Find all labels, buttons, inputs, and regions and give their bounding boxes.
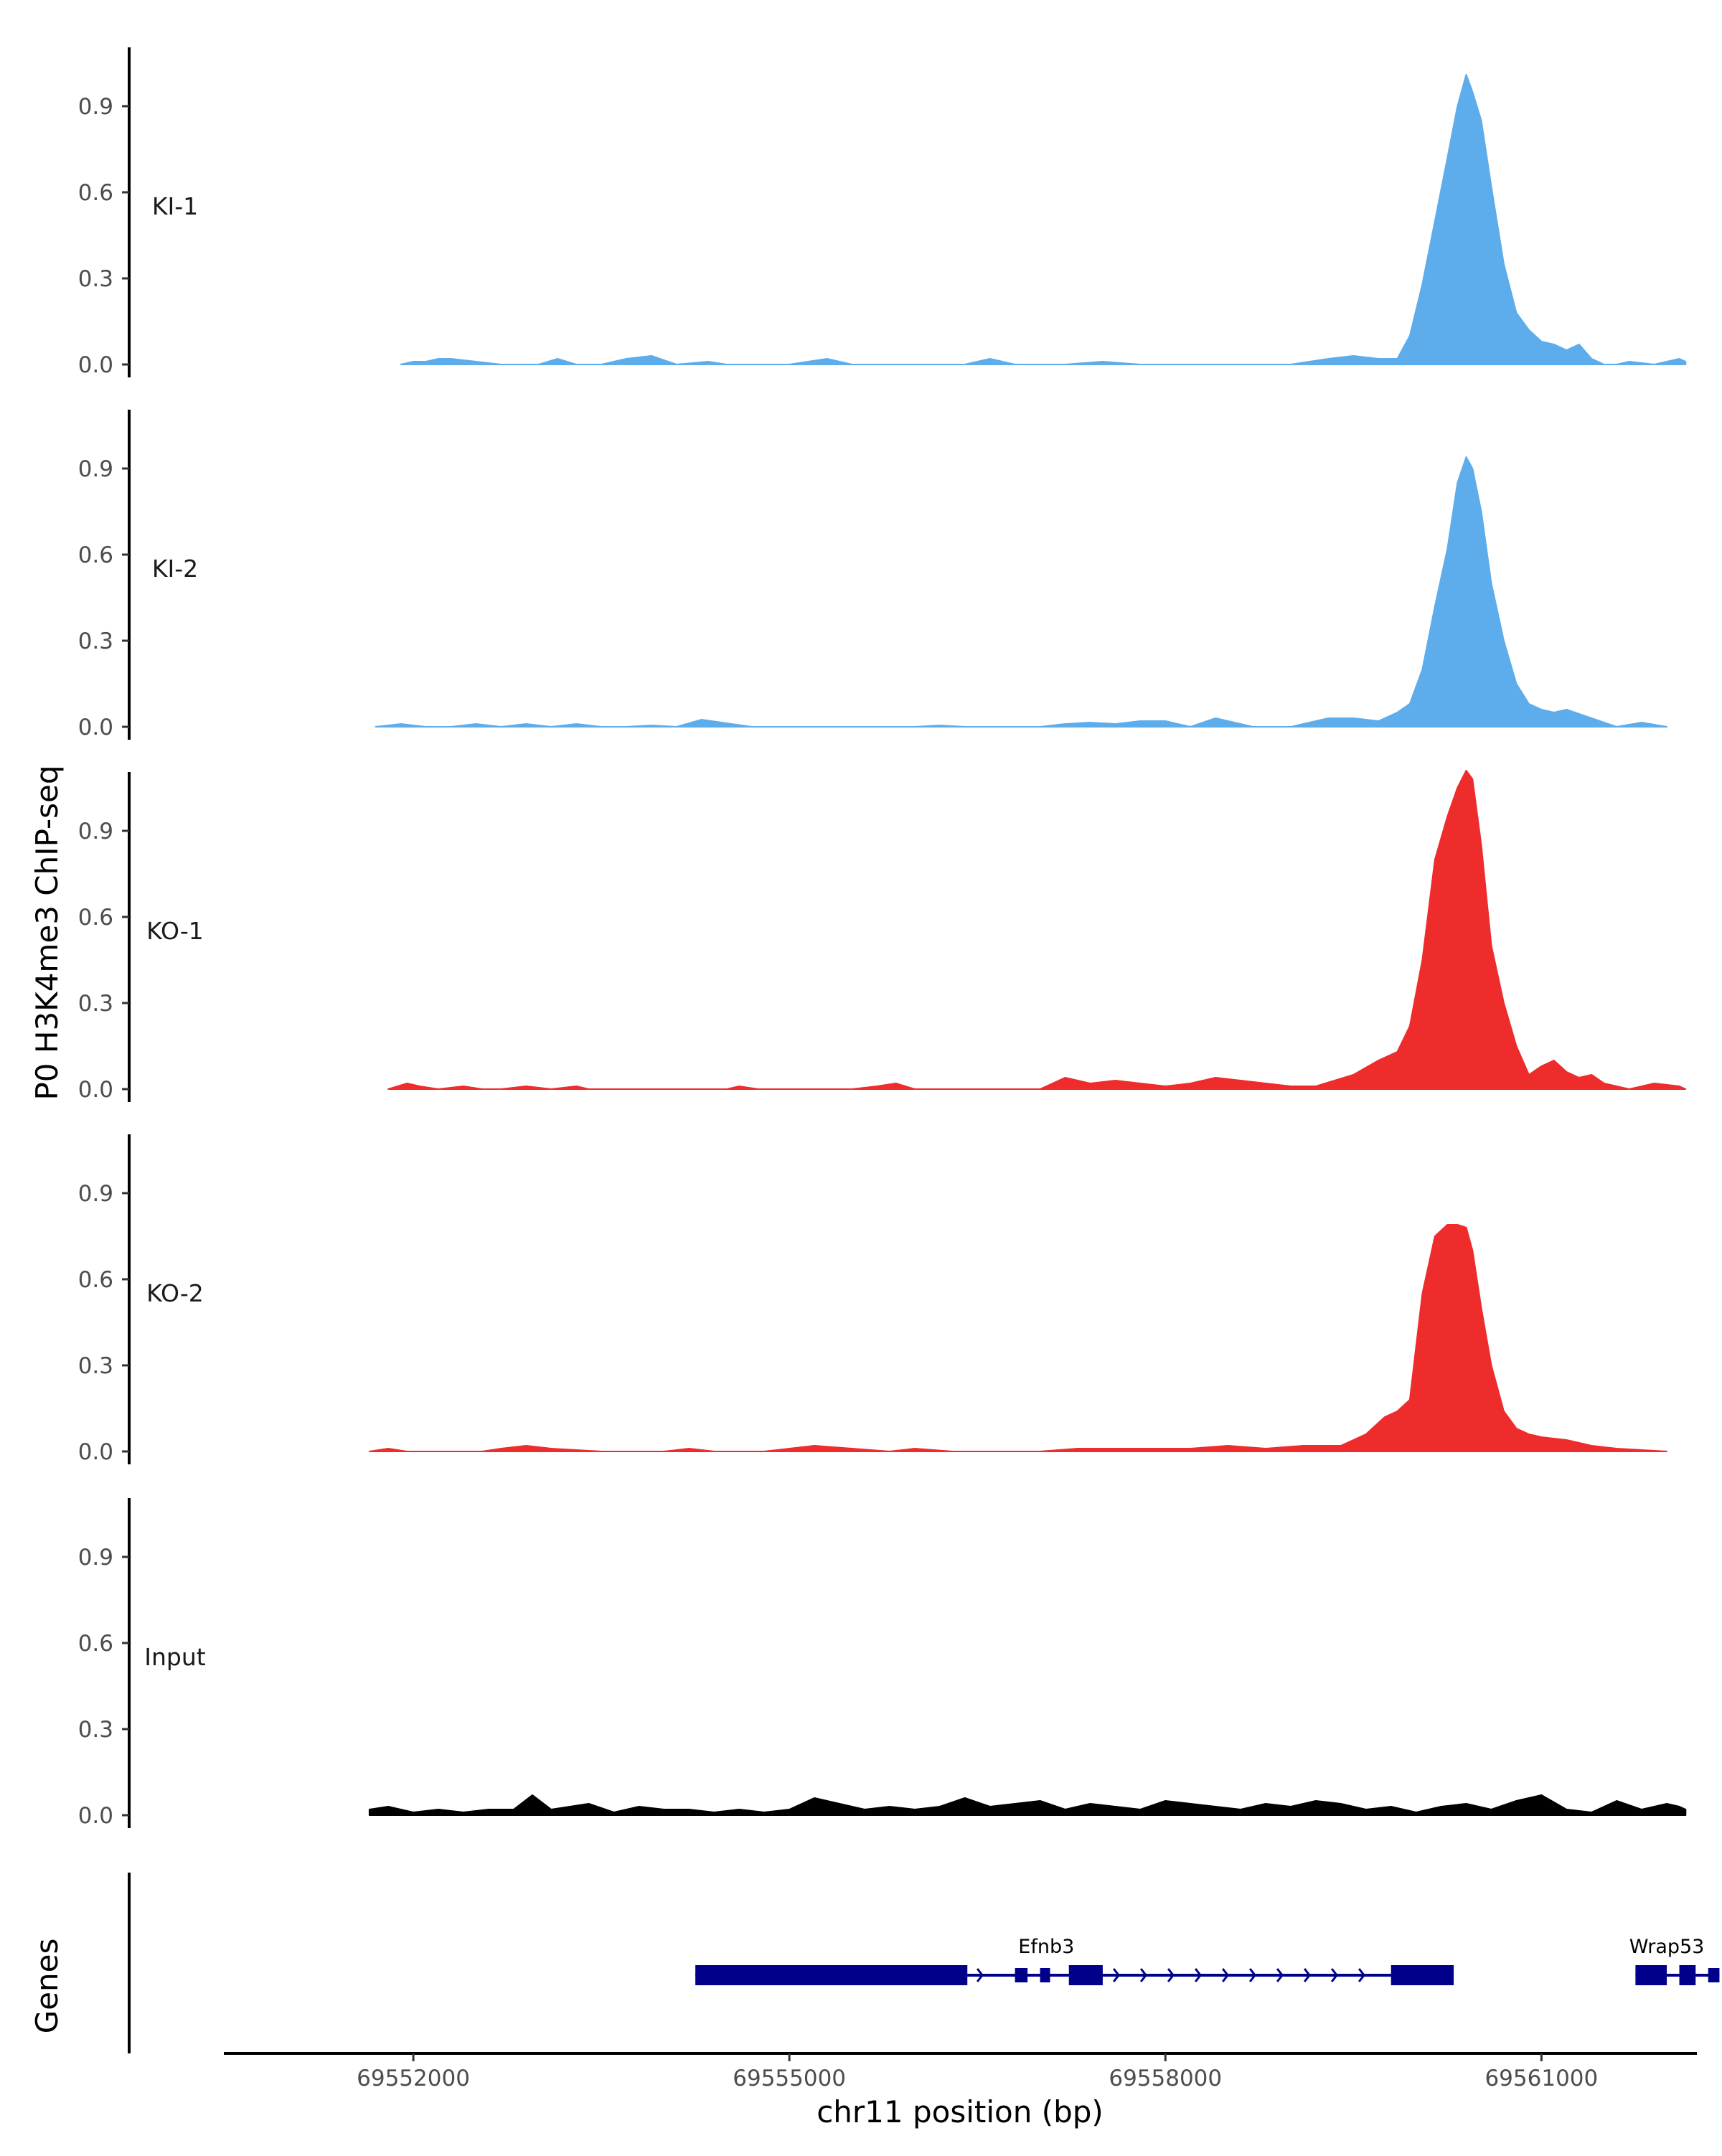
strand-arrow (1194, 1968, 1203, 1982)
track-label: KI-2 (152, 555, 198, 583)
exon (1635, 1965, 1667, 1985)
strand-arrow (1276, 1968, 1284, 1982)
strand-arrow (976, 1968, 984, 1982)
exon (1679, 1965, 1696, 1985)
y-tick-label: 0.9 (78, 94, 113, 120)
y-tick-label: 0.0 (78, 1439, 113, 1465)
track-ki-1: 0.0 0.3 0.6 0.9 KI-1 (78, 47, 1687, 378)
exon (1068, 1965, 1103, 1985)
y-tick-label: 0.6 (78, 542, 113, 568)
y-tick-label: 0.3 (78, 1717, 113, 1743)
track-ki-2: 0.0 0.3 0.6 0.9 KI-2 (78, 410, 1668, 740)
y-axis-title: P0 H3K4me3 ChIP-seq (29, 765, 65, 1100)
strand-arrow (1358, 1968, 1366, 1982)
y-tick-label: 0.6 (78, 905, 113, 931)
gene-efnb3: Efnb3 (695, 1936, 1454, 1985)
y-tick-label: 0.9 (78, 819, 113, 844)
exon (695, 1965, 968, 1985)
y-tick-label: 0.0 (78, 1077, 113, 1103)
track-input: 0.0 0.3 0.6 0.9 Input (78, 1498, 1687, 1829)
exon (1040, 1968, 1050, 1982)
y-tick-label: 0.0 (78, 352, 113, 378)
strand-arrow (1330, 1968, 1339, 1982)
y-tick-label: 0.6 (78, 1631, 113, 1657)
x-tick-label: 69561000 (1485, 2066, 1598, 2091)
strand-arrow (1112, 1968, 1121, 1982)
strand-arrow (1221, 1968, 1230, 1982)
track-label: Input (144, 1643, 206, 1671)
strand-arrow (1248, 1968, 1257, 1982)
y-tick-label: 0.3 (78, 266, 113, 292)
y-tick-label: 0.0 (78, 715, 113, 740)
gene-track-title: Genes (29, 1939, 65, 2034)
gene-label: Efnb3 (1018, 1936, 1074, 1958)
y-tick-label: 0.3 (78, 1353, 113, 1379)
x-tick-label: 69552000 (357, 2066, 470, 2091)
strand-arrow (1167, 1968, 1175, 1982)
strand-arrow (1303, 1968, 1312, 1982)
x-tick-label: 69555000 (733, 2066, 846, 2091)
track-label: KI-1 (152, 192, 198, 220)
track-label: KO-1 (146, 917, 204, 945)
x-axis-title: chr11 position (bp) (817, 2094, 1104, 2129)
y-tick-label: 0.6 (78, 1267, 113, 1293)
exon (1708, 1968, 1720, 1982)
y-tick-label: 0.6 (78, 180, 113, 206)
tracks: 0.00.30.60.9KI-10.00.30.60.9KI-20.00.30.… (78, 47, 1687, 1829)
exon (1015, 1968, 1028, 1982)
gene-label: Wrap53 (1629, 1936, 1705, 1958)
gene-panel: Efnb3 Wrap53 (128, 1873, 1720, 2053)
x-tick-label: 69558000 (1109, 2066, 1222, 2091)
y-tick-label: 0.9 (78, 456, 113, 482)
series-area-ko-2 (368, 1224, 1668, 1452)
strand-arrow (1139, 1968, 1148, 1982)
series-area-ki-2 (375, 456, 1668, 728)
series-area-ki-1 (400, 74, 1687, 365)
track-label: KO-2 (146, 1279, 204, 1307)
track-ko-1: 0.0 0.3 0.6 0.9 KO-1 (78, 770, 1687, 1103)
series-area-ko-1 (387, 770, 1687, 1090)
y-tick-label: 0.0 (78, 1803, 113, 1829)
track-ko-2: 0.0 0.3 0.6 0.9 KO-2 (78, 1134, 1668, 1465)
y-tick-label: 0.9 (78, 1545, 113, 1571)
y-tick-label: 0.3 (78, 991, 113, 1017)
x-axis: 69552000 69555000 69558000 69561000 (224, 2052, 1697, 2091)
series-area-input (368, 1794, 1687, 1816)
gene-wrap53: Wrap53 (1629, 1936, 1720, 1985)
y-tick-label: 0.3 (78, 629, 113, 654)
exon (1391, 1965, 1454, 1985)
y-tick-label: 0.9 (78, 1181, 113, 1207)
